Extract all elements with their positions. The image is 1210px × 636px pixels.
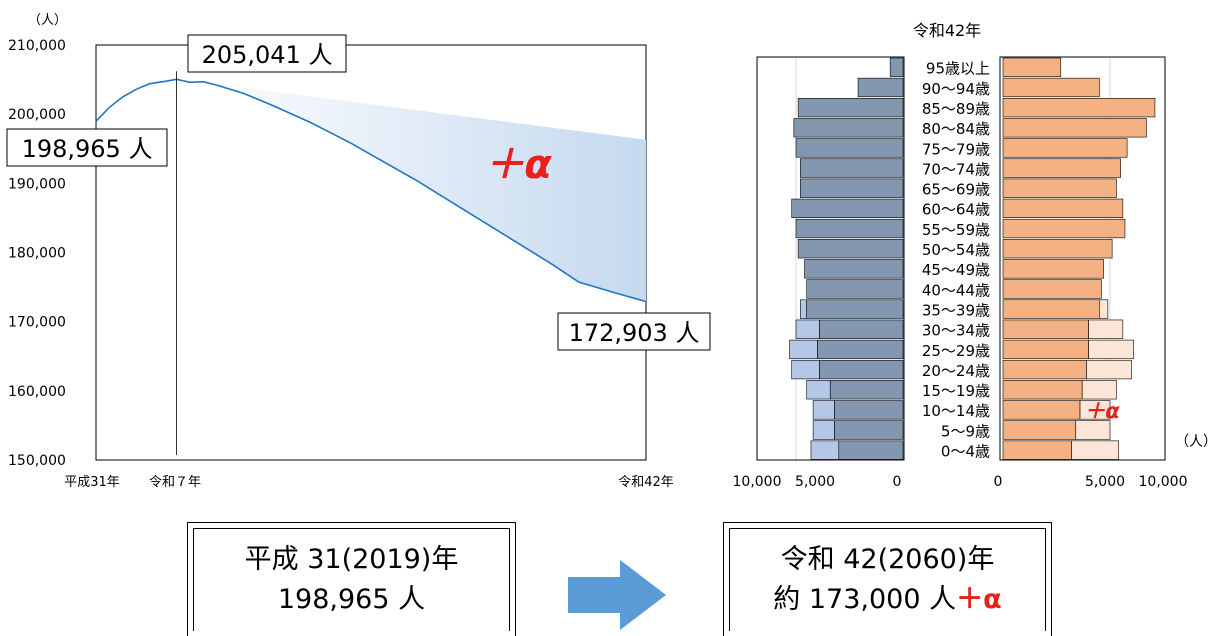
summary-box-2019: 平成 31(2019)年 198,965 人 xyxy=(187,522,516,636)
peak-label: 205,041 人 xyxy=(202,41,333,69)
y-tick-label: 210,000 xyxy=(8,38,66,54)
plus-alpha-label: ＋α xyxy=(484,142,552,188)
end-label: 172,903 人 xyxy=(569,319,700,347)
end-callout: 172,903 人 xyxy=(557,312,711,351)
summary-2060-count: 約 173,000 人 xyxy=(773,584,957,615)
summary-2019-count: 198,965 人 xyxy=(277,584,426,615)
plus-alpha-band xyxy=(176,79,647,302)
start-label: 198,965 人 xyxy=(22,135,153,163)
y-tick-label: 150,000 xyxy=(8,453,66,469)
summary-box-2060: 令和 42(2060)年 約 173,000 人＋α xyxy=(723,522,1052,636)
y-tick-label: 180,000 xyxy=(8,246,66,262)
y-tick-label: 160,000 xyxy=(8,384,66,400)
y-tick-label: 200,000 xyxy=(8,107,66,123)
x-tick-label: 令和７年 xyxy=(149,475,201,490)
start-callout: 198,965 人 xyxy=(6,128,168,167)
right-arrow-icon xyxy=(568,560,666,630)
summary-2060-alpha: ＋α xyxy=(956,584,1002,615)
peak-callout: 205,041 人 xyxy=(187,34,347,73)
summary-2060-year: 令和 42(2060)年 xyxy=(780,544,995,575)
population-line xyxy=(95,78,647,303)
y-tick-label: 190,000 xyxy=(8,176,66,192)
summary-2019-year: 平成 31(2019)年 xyxy=(244,544,459,575)
y-unit-label: （人） xyxy=(28,13,67,28)
x-tick-label: 令和42年 xyxy=(618,475,674,490)
y-tick-label: 170,000 xyxy=(8,315,66,331)
x-tick-label: 平成31年 xyxy=(64,475,120,490)
